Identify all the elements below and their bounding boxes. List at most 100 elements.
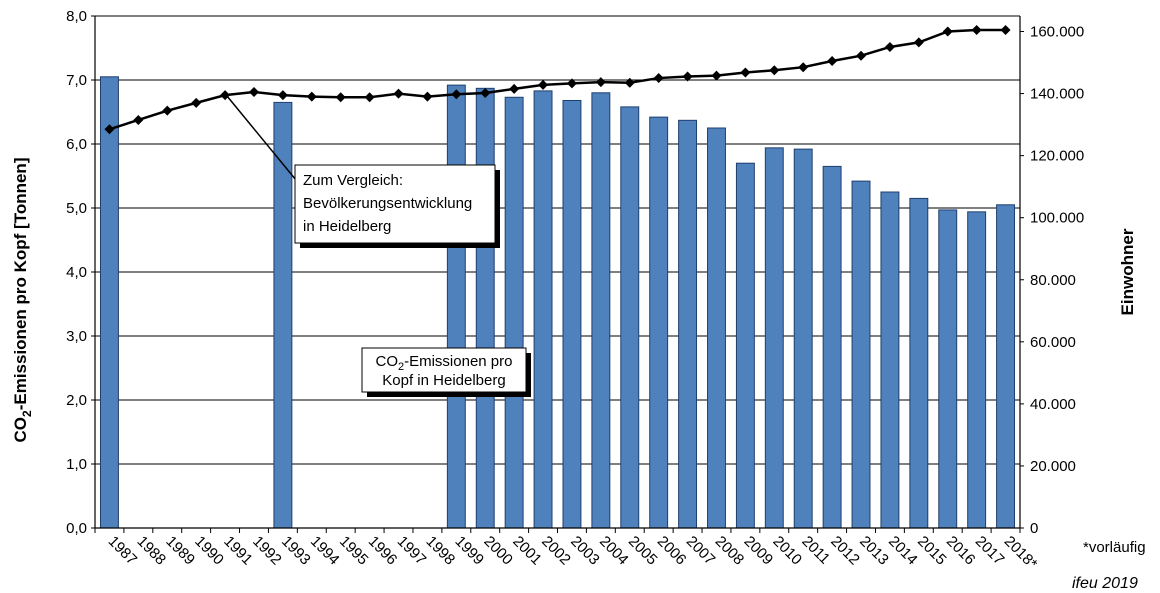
population-callout-line-1: Zum Vergleich: xyxy=(303,172,403,189)
population-point xyxy=(884,42,895,53)
co2-callout-line-2: Kopf in Heidelberg xyxy=(382,372,505,389)
x-tick-label: 2016 xyxy=(943,533,979,569)
x-tick-label: 1994 xyxy=(307,533,343,569)
x-tick-label: 1999 xyxy=(451,533,487,569)
x-tick-label: 2009 xyxy=(741,533,777,569)
x-tick-label: 1990 xyxy=(191,533,227,569)
population-callout-line-2: Bevölkerungsentwicklung xyxy=(303,195,472,212)
population-callout-leader xyxy=(226,95,297,181)
population-point xyxy=(248,87,259,98)
population-point xyxy=(422,91,433,102)
left-tick-label: 6,0 xyxy=(66,136,87,153)
x-tick-label: 1989 xyxy=(162,533,198,569)
population-point xyxy=(133,114,144,125)
population-line-path xyxy=(109,28,1006,131)
co2-bar xyxy=(649,116,669,529)
left-axis-ticks: 0,0 1,0 2,0 3,0 4,0 5,0 6,0 7,0 8,0 xyxy=(66,8,95,537)
left-axis-title-sub: 2 xyxy=(20,410,34,417)
x-tick-label: 2001 xyxy=(509,533,545,569)
co2-bar xyxy=(446,84,466,529)
population-point xyxy=(104,124,115,135)
x-tick-label: 2017 xyxy=(972,533,1008,569)
x-tick-label: 1991 xyxy=(220,533,256,569)
footnote-preliminary: *vorläufig xyxy=(1083,539,1146,556)
x-tick-label: 1992 xyxy=(249,533,285,569)
co2-bar xyxy=(678,119,698,529)
right-axis-ticks: 0 20.000 40.000 60.000 80.000 100.000 120.000 1… xyxy=(1020,24,1084,537)
x-tick-label: 2000 xyxy=(480,533,516,569)
left-tick-label: 0,0 xyxy=(66,520,87,537)
left-axis-title-main: CO xyxy=(11,417,30,443)
x-tick-label: 2013 xyxy=(856,533,892,569)
x-tick-label: 1995 xyxy=(336,533,372,569)
left-tick-label: 2,0 xyxy=(66,392,87,409)
population-point xyxy=(162,105,173,116)
population-point xyxy=(942,26,953,37)
right-tick-label: 0 xyxy=(1030,520,1038,537)
co2-bar xyxy=(764,147,784,529)
gridlines xyxy=(95,15,1020,465)
right-tick-label: 100.000 xyxy=(1030,210,1084,227)
population-line xyxy=(104,24,1011,135)
left-tick-label: 5,0 xyxy=(66,200,87,217)
left-tick-label: 8,0 xyxy=(66,8,87,25)
population-point xyxy=(653,73,664,84)
co2-bar xyxy=(707,127,726,529)
co2-callout-rest: -Emissionen pro xyxy=(404,353,512,370)
population-point xyxy=(277,90,288,101)
population-point xyxy=(1000,24,1011,35)
population-point xyxy=(682,71,693,82)
x-tick-label: 2011 xyxy=(798,533,833,568)
right-tick-label: 20.000 xyxy=(1030,458,1076,475)
co2-callout-box xyxy=(361,347,527,393)
x-tick-label: 2003 xyxy=(567,533,603,569)
co2-bar xyxy=(996,204,1016,529)
left-tick-label: 3,0 xyxy=(66,328,87,345)
population-point xyxy=(306,91,317,102)
population-point xyxy=(595,77,606,88)
x-tick-label: 2010 xyxy=(769,533,805,569)
population-point xyxy=(624,77,635,88)
left-tick-label: 4,0 xyxy=(66,264,87,281)
co2-callout-main: CO xyxy=(375,353,398,370)
population-point xyxy=(451,89,462,100)
right-tick-label: 140.000 xyxy=(1030,86,1084,103)
population-callout-box xyxy=(294,164,496,244)
x-tick-label: 2004 xyxy=(596,533,632,569)
x-tick-label: 1987 xyxy=(105,533,141,569)
left-tick-label: 1,0 xyxy=(66,456,87,473)
population-point xyxy=(798,62,809,73)
co2-bar xyxy=(793,148,813,529)
source-credit: ifeu 2019 xyxy=(1072,575,1138,592)
population-point xyxy=(364,92,375,103)
population-callout-line-3: in Heidelberg xyxy=(303,218,391,235)
co2-bar xyxy=(475,87,495,529)
population-point xyxy=(856,50,867,61)
left-axis-title-rest: -Emissionen pro Kopf [Tonnen] xyxy=(11,158,30,411)
x-tick-label: 2002 xyxy=(538,533,574,569)
right-tick-label: 160.000 xyxy=(1030,24,1084,41)
co2-callout-line-1: CO2-Emissionen pro xyxy=(375,353,512,373)
x-tick-label: 2012 xyxy=(827,533,863,569)
co2-bar xyxy=(822,165,842,529)
right-tick-label: 120.000 xyxy=(1030,148,1084,165)
x-tick-label: 2014 xyxy=(885,533,921,569)
co2-bar xyxy=(620,106,640,529)
x-tick-label: 1988 xyxy=(134,533,170,569)
x-tick-label: 2006 xyxy=(654,533,690,569)
co2-bar xyxy=(562,99,582,529)
population-point xyxy=(538,79,549,90)
population-point xyxy=(191,97,202,108)
co2-bar xyxy=(909,197,929,529)
co2-bar xyxy=(735,162,755,529)
population-point xyxy=(480,87,491,98)
left-tick-label: 7,0 xyxy=(66,72,87,89)
population-point xyxy=(335,92,346,103)
x-tick-label: 1996 xyxy=(365,533,401,569)
x-tick-label: 2005 xyxy=(625,533,661,569)
population-point xyxy=(393,88,404,99)
co2-bar xyxy=(533,90,553,529)
co2-bar xyxy=(273,101,293,529)
population-point xyxy=(769,65,780,76)
